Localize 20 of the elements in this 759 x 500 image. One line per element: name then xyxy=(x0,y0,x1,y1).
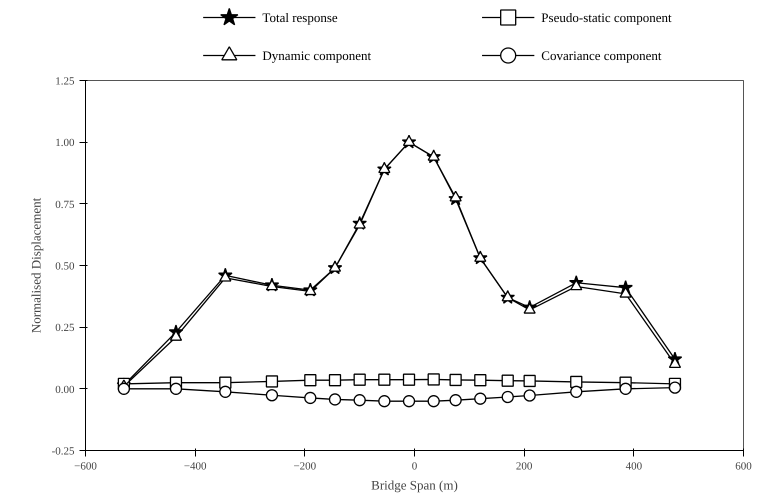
legend-label: Dynamic component xyxy=(262,48,372,63)
legend-label: Pseudo-static component xyxy=(541,10,672,25)
y-tick-label: 1.25 xyxy=(55,76,75,88)
y-tick-label: 0.00 xyxy=(55,384,75,396)
legend-label: Total response xyxy=(262,10,338,25)
y-tick-label: 0.75 xyxy=(55,198,75,211)
legend-label: Covariance component xyxy=(541,48,662,63)
x-tick-label: 200 xyxy=(516,460,533,472)
y-tick-label: -0.25 xyxy=(52,446,75,458)
y-tick-label: 0.50 xyxy=(55,260,75,272)
y-tick-label: 1.00 xyxy=(55,137,75,150)
x-tick-label: −200 xyxy=(293,460,317,472)
x-axis-title: Bridge Span (m) xyxy=(371,478,458,492)
x-tick-label: −600 xyxy=(74,460,98,472)
y-axis-title: Normalised Displacement xyxy=(28,197,44,334)
x-tick-label: 0 xyxy=(412,460,418,472)
x-tick-label: 400 xyxy=(626,460,643,472)
x-tick-label: −400 xyxy=(184,460,208,472)
x-tick-label: 600 xyxy=(735,460,752,472)
y-tick-label: 0.25 xyxy=(55,322,75,334)
